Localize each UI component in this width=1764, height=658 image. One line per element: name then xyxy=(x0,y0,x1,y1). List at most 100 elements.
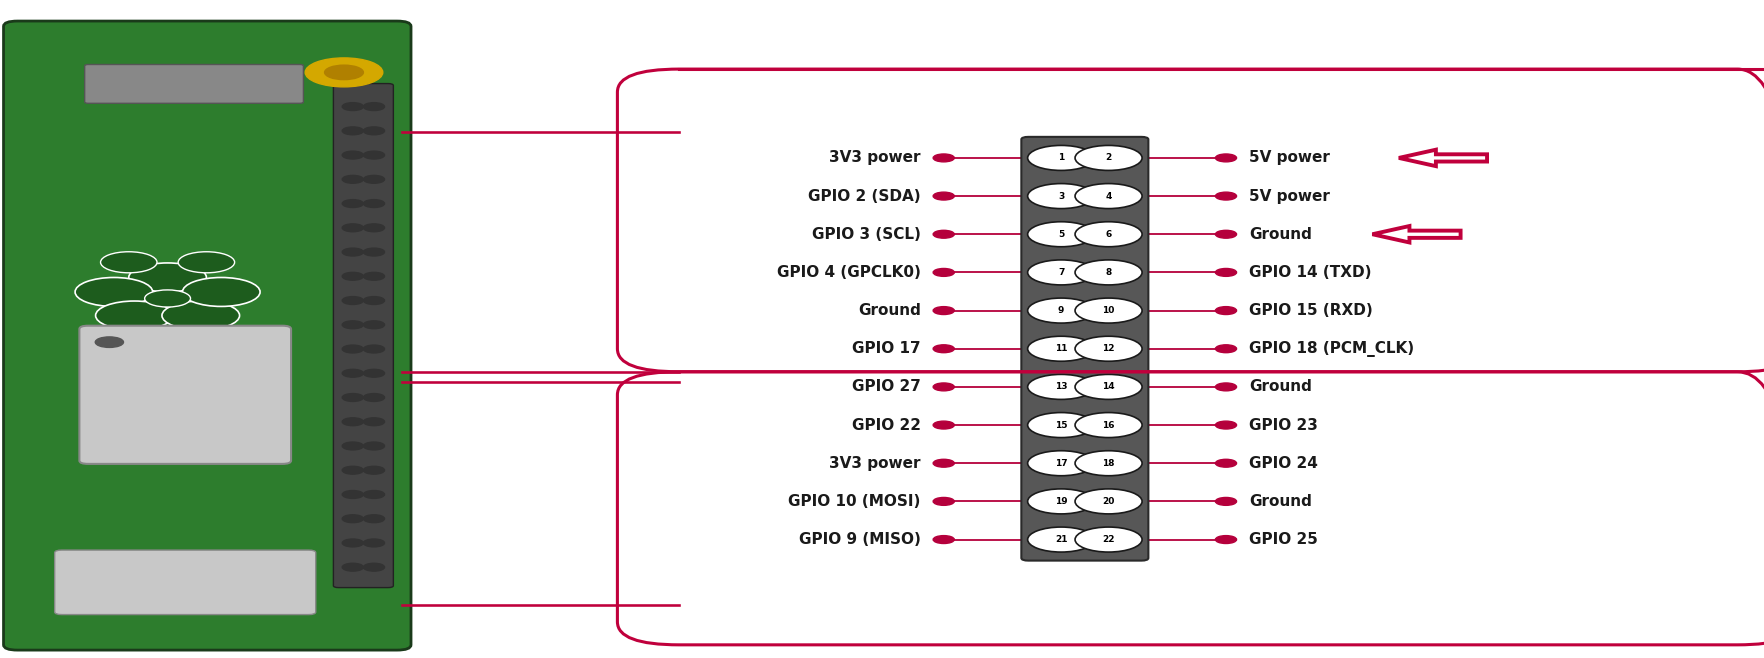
Circle shape xyxy=(1028,260,1095,285)
Text: 9: 9 xyxy=(1058,306,1064,315)
Circle shape xyxy=(363,127,385,135)
Circle shape xyxy=(933,536,954,544)
Circle shape xyxy=(342,248,363,256)
Circle shape xyxy=(1074,451,1141,476)
Circle shape xyxy=(342,345,363,353)
Circle shape xyxy=(1074,336,1141,361)
Circle shape xyxy=(1074,184,1141,209)
Circle shape xyxy=(933,497,954,505)
Circle shape xyxy=(363,539,385,547)
Circle shape xyxy=(363,393,385,401)
Text: 13: 13 xyxy=(1055,382,1067,392)
Circle shape xyxy=(1028,413,1095,438)
Circle shape xyxy=(363,369,385,377)
Circle shape xyxy=(933,230,954,238)
Circle shape xyxy=(342,369,363,377)
FancyBboxPatch shape xyxy=(333,84,393,588)
Circle shape xyxy=(342,418,363,426)
Circle shape xyxy=(325,65,363,80)
Circle shape xyxy=(1074,374,1141,399)
Circle shape xyxy=(363,418,385,426)
Circle shape xyxy=(342,127,363,135)
Circle shape xyxy=(363,467,385,474)
Circle shape xyxy=(933,307,954,315)
Text: Ground: Ground xyxy=(1249,380,1312,394)
Text: GPIO 4 (GPCLK0): GPIO 4 (GPCLK0) xyxy=(776,265,921,280)
FancyBboxPatch shape xyxy=(1021,137,1148,561)
Circle shape xyxy=(363,199,385,207)
Circle shape xyxy=(1215,230,1237,238)
Circle shape xyxy=(182,278,259,307)
Text: 20: 20 xyxy=(1102,497,1115,506)
Text: 15: 15 xyxy=(1055,420,1067,430)
Circle shape xyxy=(342,297,363,305)
Circle shape xyxy=(1028,298,1095,323)
Text: 6: 6 xyxy=(1106,230,1111,239)
Circle shape xyxy=(363,515,385,522)
Text: Ground: Ground xyxy=(1249,494,1312,509)
Text: GPIO 14 (TXD): GPIO 14 (TXD) xyxy=(1249,265,1371,280)
Circle shape xyxy=(342,442,363,450)
Circle shape xyxy=(1215,383,1237,391)
Circle shape xyxy=(933,459,954,467)
FancyBboxPatch shape xyxy=(4,21,411,650)
Circle shape xyxy=(933,345,954,353)
Circle shape xyxy=(1074,489,1141,514)
FancyBboxPatch shape xyxy=(85,64,303,103)
Circle shape xyxy=(933,154,954,162)
Circle shape xyxy=(342,515,363,522)
Circle shape xyxy=(1028,527,1095,552)
Circle shape xyxy=(1028,374,1095,399)
Text: 8: 8 xyxy=(1106,268,1111,277)
Circle shape xyxy=(933,268,954,276)
Circle shape xyxy=(342,224,363,232)
Circle shape xyxy=(363,321,385,329)
Text: GPIO 9 (MISO): GPIO 9 (MISO) xyxy=(799,532,921,547)
Circle shape xyxy=(95,337,123,347)
Circle shape xyxy=(1074,527,1141,552)
Circle shape xyxy=(342,539,363,547)
Text: GPIO 17: GPIO 17 xyxy=(852,342,921,356)
Text: GPIO 15 (RXD): GPIO 15 (RXD) xyxy=(1249,303,1372,318)
Text: 12: 12 xyxy=(1102,344,1115,353)
Circle shape xyxy=(1074,145,1141,170)
Circle shape xyxy=(1074,298,1141,323)
Text: GPIO 2 (SDA): GPIO 2 (SDA) xyxy=(808,189,921,203)
Circle shape xyxy=(933,421,954,429)
Circle shape xyxy=(342,103,363,111)
Text: 4: 4 xyxy=(1106,191,1111,201)
Text: 2: 2 xyxy=(1106,153,1111,163)
Circle shape xyxy=(1215,154,1237,162)
Text: GPIO 27: GPIO 27 xyxy=(852,380,921,394)
Text: GPIO 23: GPIO 23 xyxy=(1249,418,1318,432)
Text: GPIO 24: GPIO 24 xyxy=(1249,456,1318,470)
Circle shape xyxy=(1074,413,1141,438)
Text: 7: 7 xyxy=(1058,268,1064,277)
Circle shape xyxy=(342,176,363,184)
Circle shape xyxy=(1028,222,1095,247)
Circle shape xyxy=(305,58,383,87)
Circle shape xyxy=(363,248,385,256)
Circle shape xyxy=(1074,222,1141,247)
Polygon shape xyxy=(1399,150,1487,166)
Text: 3: 3 xyxy=(1058,191,1064,201)
Circle shape xyxy=(363,151,385,159)
Circle shape xyxy=(76,278,153,307)
Circle shape xyxy=(342,199,363,207)
FancyBboxPatch shape xyxy=(55,550,316,615)
FancyBboxPatch shape xyxy=(79,326,291,464)
Circle shape xyxy=(342,467,363,474)
Circle shape xyxy=(1028,336,1095,361)
Circle shape xyxy=(933,192,954,200)
Circle shape xyxy=(101,252,157,273)
Circle shape xyxy=(363,490,385,498)
Circle shape xyxy=(1215,192,1237,200)
Circle shape xyxy=(342,151,363,159)
Text: 3V3 power: 3V3 power xyxy=(829,151,921,165)
Text: GPIO 18 (PCM_CLK): GPIO 18 (PCM_CLK) xyxy=(1249,341,1415,357)
Circle shape xyxy=(363,563,385,571)
Circle shape xyxy=(1215,497,1237,505)
Circle shape xyxy=(1215,459,1237,467)
Circle shape xyxy=(933,383,954,391)
Circle shape xyxy=(342,272,363,280)
